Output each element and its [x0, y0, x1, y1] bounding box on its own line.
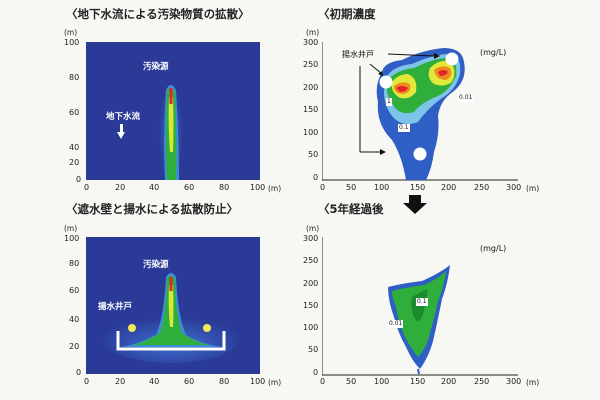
y-tick: 0	[76, 368, 82, 377]
x-tick: 250	[474, 377, 490, 386]
flow-label: 地下水流	[106, 112, 141, 122]
source-label: 汚染源	[143, 260, 169, 270]
y-unit: (m)	[64, 28, 78, 37]
x-tick: 0	[84, 183, 90, 192]
y-tick: 20	[69, 158, 80, 167]
y-tick: 60	[69, 286, 80, 295]
y-tick: 40	[69, 315, 80, 324]
y-tick: 100	[303, 128, 319, 137]
x-tick: 200	[441, 377, 457, 386]
well-marker	[203, 324, 211, 332]
x-tick: 60	[184, 377, 195, 386]
x-tick: 150	[410, 183, 426, 192]
x-unit: (m)	[526, 378, 540, 387]
y-tick: 100	[64, 38, 80, 47]
time-arrow-shaft	[409, 195, 421, 203]
y-tick: 40	[69, 143, 80, 152]
well-label: 揚水井戸	[342, 50, 374, 59]
x-unit: (m)	[526, 184, 540, 193]
well-marker	[445, 52, 459, 66]
x-tick: 100	[374, 183, 390, 192]
x-tick: 250	[474, 183, 490, 192]
well-marker	[128, 324, 136, 332]
contour-red-right	[438, 70, 448, 76]
y-tick: 0	[313, 368, 319, 377]
concentration-plot-5-years	[322, 237, 518, 376]
conc-unit: (mg/L)	[480, 244, 507, 253]
y-tick: 200	[303, 279, 319, 288]
well-label: 揚水井戸	[98, 302, 133, 312]
well-marker	[413, 147, 427, 161]
contour-label: 0.1	[416, 298, 428, 306]
flow-arrow-head	[117, 132, 125, 139]
x-tick: 50	[346, 377, 357, 386]
x-tick: 40	[149, 377, 160, 386]
x-tick: 100	[250, 377, 266, 386]
panel-title-bottom-left: 〈遮水壁と揚水による拡散防止〉	[66, 202, 239, 216]
x-unit: (m)	[268, 378, 282, 387]
y-tick: 250	[303, 256, 319, 265]
x-tick: 300	[506, 183, 522, 192]
source-label: 汚染源	[143, 62, 169, 72]
y-unit: (m)	[64, 224, 78, 233]
plume-core	[169, 88, 173, 104]
concentration-plot-initial	[322, 42, 518, 181]
plume-inner	[168, 285, 174, 327]
y-tick: 250	[303, 60, 319, 69]
panel-title-top-right: 〈初期濃度	[318, 7, 376, 21]
x-tick: 0	[320, 377, 326, 386]
plume-inner	[168, 97, 174, 152]
plume-plot-bottom-left	[86, 237, 260, 374]
y-tick: 150	[303, 105, 319, 114]
y-tick: 100	[303, 323, 319, 332]
y-tick: 50	[308, 150, 319, 159]
y-tick: 200	[303, 83, 319, 92]
y-tick: 60	[69, 108, 80, 117]
y-tick: 100	[64, 234, 80, 243]
x-tick: 100	[250, 183, 266, 192]
x-tick: 0	[84, 377, 90, 386]
x-tick: 0	[320, 183, 326, 192]
x-tick: 200	[441, 183, 457, 192]
flow-arrow-shaft	[120, 124, 123, 133]
contour-red-left	[396, 86, 408, 92]
y-tick: 150	[303, 301, 319, 310]
y-unit: (m)	[306, 28, 320, 37]
x-tick: 100	[374, 377, 390, 386]
panel-title-top-left: 〈地下水流による汚染物質の拡散〉	[66, 7, 250, 21]
y-tick: 80	[69, 73, 80, 82]
y-tick: 300	[303, 234, 319, 243]
plume-plot-top-left	[86, 42, 260, 180]
x-tick: 150	[410, 377, 426, 386]
conc-unit: (mg/L)	[480, 48, 507, 57]
x-tick: 40	[149, 183, 160, 192]
x-unit: (m)	[268, 184, 282, 193]
x-tick: 60	[184, 183, 195, 192]
x-tick: 300	[506, 377, 522, 386]
y-tick: 50	[308, 345, 319, 354]
x-tick: 50	[346, 183, 357, 192]
x-tick: 80	[219, 377, 230, 386]
panel-title-bottom-right: 〈5年経過後	[318, 202, 384, 216]
contour-label: 0.1	[398, 124, 410, 132]
y-tick: 0	[313, 173, 319, 182]
x-tick: 80	[219, 183, 230, 192]
barrier-wall	[116, 331, 226, 351]
y-tick: 300	[303, 38, 319, 47]
y-unit: (m)	[306, 224, 320, 233]
plume-core	[169, 277, 173, 291]
y-tick: 0	[76, 175, 82, 184]
y-tick: 20	[69, 342, 80, 351]
x-tick: 20	[115, 183, 126, 192]
contour-label: 0.01	[458, 94, 474, 102]
y-tick: 80	[69, 259, 80, 268]
well-marker	[379, 75, 393, 89]
time-arrow-head	[403, 203, 427, 214]
x-tick: 20	[115, 377, 126, 386]
contour-label: 1	[386, 98, 392, 106]
contour-label: 0.01	[388, 320, 404, 328]
